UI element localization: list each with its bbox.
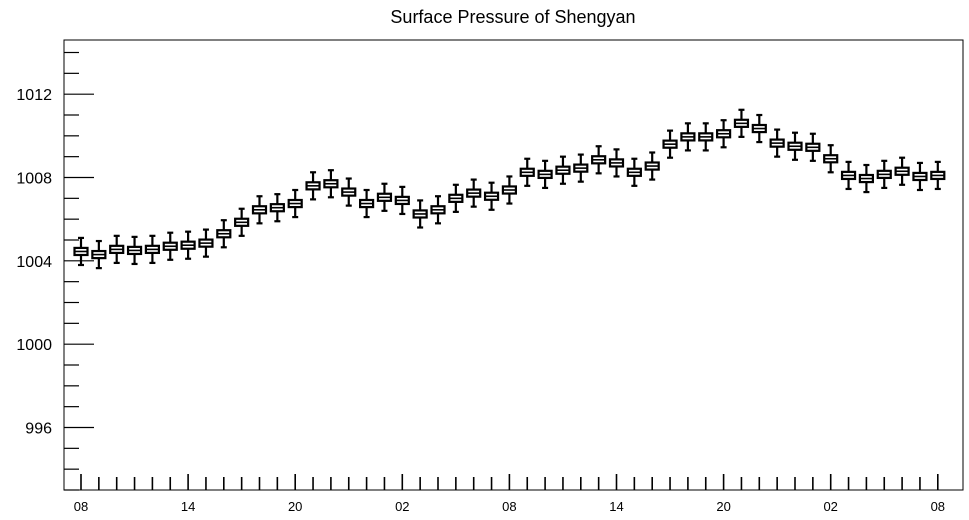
x-tick-label: 02 xyxy=(823,499,837,514)
chart-title: Surface Pressure of Shengyan xyxy=(390,7,635,27)
plot-frame xyxy=(63,39,964,491)
plot-area: 996 1000 1004 1008 1012 08 14 20 02 08 14 20 02 08 xyxy=(16,39,964,514)
x-tick-label: 20 xyxy=(288,499,302,514)
y-tick-label: 1004 xyxy=(16,254,52,271)
x-tick-label: 02 xyxy=(395,499,409,514)
y-tick-label: 1012 xyxy=(16,87,52,104)
y-tick-label: 1008 xyxy=(16,171,52,188)
x-tick-label: 14 xyxy=(609,499,623,514)
x-tick-label: 14 xyxy=(181,499,195,514)
x-tick-label: 20 xyxy=(716,499,730,514)
x-tick-label: 08 xyxy=(931,499,945,514)
x-tick-label: 08 xyxy=(74,499,88,514)
x-tick-label: 08 xyxy=(502,499,516,514)
y-tick-label: 996 xyxy=(25,421,52,438)
y-tick-label: 1000 xyxy=(16,337,52,354)
